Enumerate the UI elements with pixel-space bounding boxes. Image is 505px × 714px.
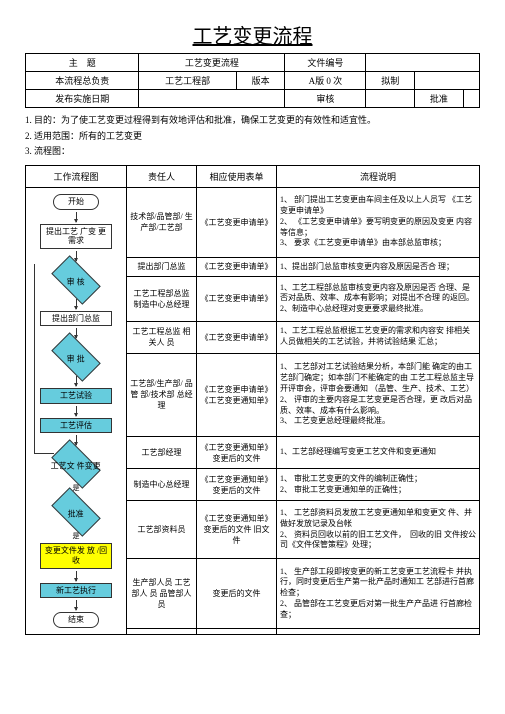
desc-cell: 1、工艺工程部总监审核变更内容及原因是否 合理、是否对品质、效率、成本有影响；对… (277, 276, 480, 321)
desc-cell: 1、提出部门总监审核变更内容及原因是否合 理； (277, 257, 480, 276)
hdr-cell (366, 54, 480, 72)
form-cell: 《工艺变更申请单》 《工艺变更通知单》 (197, 353, 277, 436)
header-table: 主 题 工艺变更流程 文件编号 本流程总负责 工艺工程部 版本 A版 0 次 拟… (25, 53, 480, 108)
col-header: 工作流程图 (26, 165, 127, 187)
hdr-cell: 拟制 (366, 72, 415, 90)
page-title: 工艺变更流程 (25, 20, 480, 49)
note: 1. 目的：为了使工艺变更过程得到有效地评估和批准，确保工艺变更的有效性和适宜性… (25, 114, 480, 128)
form-cell: 《工艺变更申请单》 (197, 276, 277, 321)
desc-cell: 1、 工艺部对工艺试验结果分析，本部门能 确定的由工艺部门确定；如本部门不能确定… (277, 353, 480, 436)
flowchart-cell: 开始 提出工艺 广变 更需求 审 核 提出部门总监 审 批 工艺试验 工艺评估 (26, 187, 127, 635)
desc-cell: 1、 工艺部资料员发放工艺变更通知单和变更文 件、并做好发放记录及台帐 2、 资… (277, 501, 480, 558)
form-cell: 《工艺变更通知单》 变更后的文件 (197, 469, 277, 501)
col-header: 流程说明 (277, 165, 480, 187)
resp-cell: 工艺部/生产部/ 品管 部/技术部 总经理 (127, 353, 197, 436)
flow-step: 变更文件发 放 /回收 (40, 543, 112, 568)
flow-decision: 审 核 (51, 255, 100, 304)
desc-cell (277, 629, 480, 635)
resp-cell: 工艺部经理 (127, 436, 197, 468)
resp-cell: 提出部门总监 (127, 257, 197, 276)
form-cell (197, 629, 277, 635)
resp-cell (127, 629, 197, 635)
resp-cell: 制造中心总经理 (127, 469, 197, 501)
flow-end: 结束 (53, 612, 99, 628)
flow-step: 新工艺执行 (40, 583, 112, 599)
note: 3. 流程图： (25, 145, 480, 159)
hdr-cell (366, 90, 415, 108)
col-header: 相应使用表单 (197, 165, 277, 187)
resp-cell: 工艺工程部总监 制造中心总经理 (127, 276, 197, 321)
form-cell: 变更后的文件 (197, 558, 277, 628)
hdr-cell (139, 90, 285, 108)
hdr-cell: 审核 (285, 90, 366, 108)
flow-label: 是 (28, 483, 124, 493)
hdr-cell: 版本 (236, 72, 285, 90)
flow-decision: 审 批 (51, 333, 100, 382)
note: 2. 适用范围：所有的工艺变更 (25, 130, 480, 144)
desc-cell: 1、 审批工艺变更的文件的编制正确性； 2、 审批工艺变更通知单的正确性； (277, 469, 480, 501)
desc-cell: 1、工艺部经理编写变更工艺文件和变更通知 (277, 436, 480, 468)
flow-start: 开始 (53, 194, 99, 210)
form-cell: 《工艺变更申请单》 (197, 257, 277, 276)
resp-cell: 工艺部资料员 (127, 501, 197, 558)
flow-decision: 批准 (51, 488, 100, 537)
hdr-cell (463, 90, 479, 108)
col-header: 责任人 (127, 165, 197, 187)
form-cell: 《工艺变更申请单》 (197, 321, 277, 353)
desc-cell: 1、 部门提出工艺变更由车间主任及以上人员写 《工艺变更申请单》 2、 《工艺变… (277, 187, 480, 257)
notes: 1. 目的：为了使工艺变更过程得到有效地评估和批准，确保工艺变更的有效性和适宜性… (25, 114, 480, 159)
hdr-cell: 主 题 (26, 54, 139, 72)
desc-cell: 1、工艺工程总监根据工艺变更的需求和内容安 排相关人员做相关的工艺试验，并将试验… (277, 321, 480, 353)
resp-cell: 工艺工程总监 相关人 员 (127, 321, 197, 353)
form-cell: 《工艺变更通知单》 变更后的文件 旧文件 (197, 501, 277, 558)
hdr-cell: 文件编号 (285, 54, 366, 72)
desc-cell: 1、 生产部工段即按变更的新工艺变更工艺流程卡 并执行，同时变更后生产第一批产品… (277, 558, 480, 628)
hdr-cell: 本流程总负责 (26, 72, 139, 90)
main-table: 工作流程图 责任人 相应使用表单 流程说明 开始 提出工艺 广变 更需求 审 核… (25, 165, 480, 636)
resp-cell: 技术部/品管部/ 生产部/工艺部 (127, 187, 197, 257)
hdr-cell: 批准 (415, 90, 464, 108)
hdr-cell (415, 72, 480, 90)
resp-cell: 生产部人员 工艺部人 员 品管部人员 (127, 558, 197, 628)
flow-step: 提出工艺 广变 更需求 (40, 224, 112, 249)
flow-decision: 工艺文 件变更 (51, 440, 100, 489)
flow-label: 是 (28, 531, 124, 541)
hdr-cell: 工艺变更流程 (139, 54, 285, 72)
form-cell: 《工艺变更申请单》 (197, 187, 277, 257)
hdr-cell: 工艺工程部 (139, 72, 236, 90)
hdr-cell: A版 0 次 (285, 72, 366, 90)
form-cell: 《工艺变更通知单》 变更后的文件 (197, 436, 277, 468)
hdr-cell: 发布实施日期 (26, 90, 139, 108)
